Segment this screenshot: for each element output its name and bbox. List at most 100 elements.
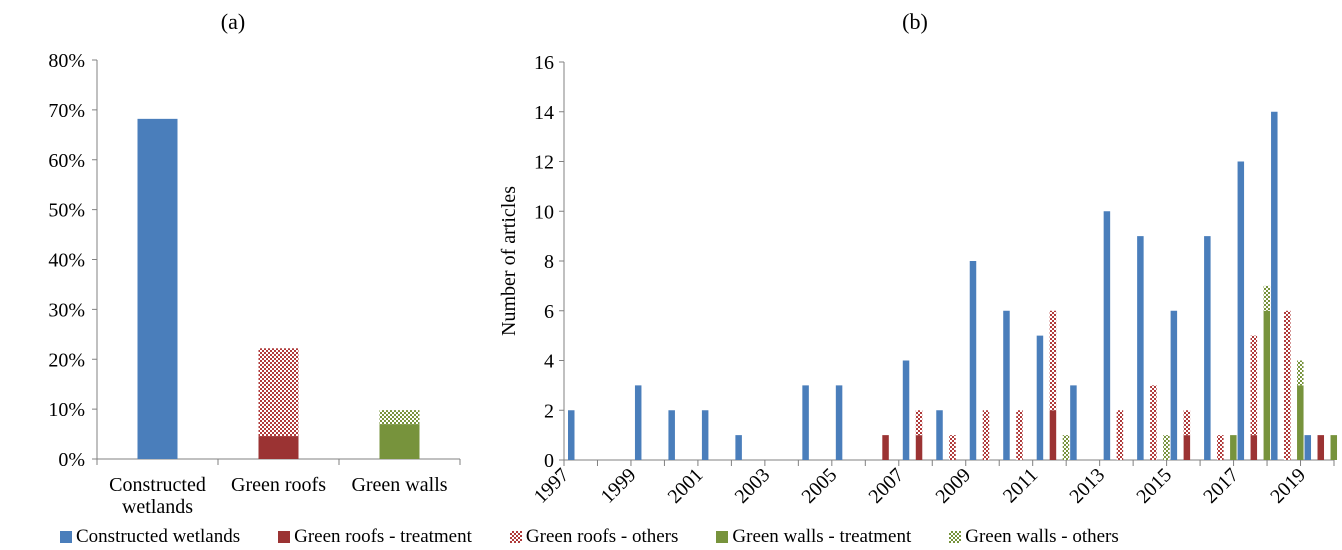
panel-a-label: (a) [221,9,245,34]
panel-b-bar-cw [1070,385,1077,460]
panel-b-bar-cw [735,435,742,460]
panel-b-ytick-label: 14 [534,102,554,124]
panel-b-bar-cw [634,385,642,460]
panel-b-bar-cw [701,410,709,460]
panel-b-xtick-label: 1997 [530,464,574,508]
panel-b-bar-gwt [1330,435,1338,460]
panel-b-label: (b) [902,9,928,34]
legend-item-green-walls-others: Green walls - others [949,526,1119,548]
panel-b-ytick-label: 0 [544,450,554,472]
panel-a-ytick-label: 60% [48,150,85,172]
panel-b-bar-gwt [1230,435,1237,460]
panel-a-category-label: Green walls [351,474,447,496]
panel-b-bar-gro [1250,335,1258,436]
panel-b-xtick-label: 2007 [864,464,908,508]
legend-label-green-roofs-treatment: Green roofs - treatment [294,526,472,547]
panel-b-bar-gro [915,410,923,436]
chart-panel-a: (a) 0% 10% 20% 30% 40% 50% 60% 70% 80% Constructed… [48,9,461,518]
panel-b-y-axis-title: Number of articles [498,186,520,336]
panel-b-bar-gro [1150,385,1157,460]
panel-a-category-label: wetlands [122,496,193,518]
panel-b-bar-cw [1304,435,1312,460]
panel-b-bar-cw [668,410,675,460]
legend-item-green-roofs-treatment: Green roofs - treatment [278,526,472,548]
panel-b-bar-gwt [1297,385,1304,460]
legend-swatch-green-walls-treatment [716,531,729,543]
panel-b-bar-cw [1003,310,1010,460]
panel-b-bar-gro [1016,410,1023,460]
panel-b-ytick-label: 12 [534,152,554,174]
panel-b-bar-gwt [1263,310,1271,460]
panel-b-xtick-label: 2009 [931,464,975,508]
legend-label-green-roofs-others: Green roofs - others [525,526,679,547]
legend-label-green-walls-others: Green walls - others [965,526,1119,547]
legend-swatch-green-walls-others [949,531,962,543]
panel-b-bar-grt [1049,410,1057,460]
panel-b-bar-gwo [1263,285,1271,311]
panel-b-ytick-label: 8 [544,251,554,273]
panel-b-bar-cw [1204,236,1211,460]
panel-b-bar-cw [1103,211,1111,460]
legend-item-green-roofs-others: Green roofs - others [509,526,679,548]
panel-b-bar-cw [936,410,943,460]
panel-b-xtick-label: 2011 [999,464,1042,507]
panel-b-bar-gwo [1297,360,1304,386]
panel-b-bar-cw [568,410,575,460]
legend-label-green-walls-treatment: Green walls - treatment [732,526,912,547]
panel-b-xtick-label: 1999 [597,464,641,508]
panel-b-bar-cw [1271,111,1278,460]
panel-b-xtick-label: 2015 [1132,464,1176,508]
chart-panel-b: (b) Number of articles 0 2 4 6 8 10 12 14 16 1997 19… [498,9,1338,508]
panel-a-ytick-label: 80% [48,50,85,72]
panel-b-bar-grt [915,435,923,460]
panel-b-bar-grt [882,435,889,460]
panel-b-bar-cw [902,360,910,460]
panel-b-xtick-label: 2003 [731,464,775,508]
panel-a-bar-gro [258,348,299,437]
legend-item-green-walls-treatment: Green walls - treatment [716,526,911,548]
panel-b-ytick-label: 2 [544,400,554,422]
panel-b-bar-cw [1237,161,1245,460]
panel-b-bar-cw [1170,310,1178,460]
panel-b-bar-gro [1116,410,1124,460]
panel-b-bar-cw [802,385,809,460]
panel-b-bar-grt [1317,435,1325,460]
panel-a-ytick-label: 30% [48,299,85,321]
panel-b-bar-gwo [1062,435,1070,460]
panel-b-xtick-label: 2019 [1266,464,1310,508]
panel-b-xtick-label: 2005 [798,464,842,508]
panel-b-bar-gwo [1163,435,1170,460]
legend-swatch-green-roofs-others [509,531,522,543]
panel-b-bar-gro [1217,435,1224,460]
panel-b-ytick-label: 6 [544,301,554,323]
panel-a-ytick-label: 40% [48,250,85,272]
panel-b-bar-gro [1049,310,1057,411]
panel-b-bar-cw [835,385,843,460]
legend-item-constructed-wetlands: Constructed wetlands [60,526,240,548]
panel-a-ytick-label: 50% [48,200,85,222]
panel-a-ytick-label: 0% [58,449,85,471]
panel-b-bar-grt [1250,435,1258,460]
panel-b-ytick-label: 4 [544,351,554,373]
panel-b-bar-gro [949,435,956,460]
panel-b-bar-cw [1137,236,1144,460]
panel-a-category-label: Green roofs [231,474,326,496]
panel-a-category-label: Constructed [109,474,206,496]
panel-a-ytick-label: 70% [48,100,85,122]
panel-b-ytick-label: 10 [534,201,554,223]
panel-b-bar-gro [1183,410,1191,436]
panel-b-xtick-label: 2001 [664,464,708,508]
panel-b-bar-grt [1183,435,1191,460]
panel-a-bar-gwt [379,424,420,459]
panel-b-bar-gro [982,410,990,460]
legend-swatch-green-roofs-treatment [278,531,291,543]
legend-swatch-constructed-wetlands [60,531,72,543]
panel-a-ytick-label: 10% [48,399,85,421]
panel-a-ytick-label: 20% [48,349,85,371]
panel-b-bar-gro [1284,310,1291,460]
legend: Constructed wetlands Green roofs - treat… [60,526,1340,548]
panel-b-xtick-label: 2013 [1065,464,1109,508]
panel-a-bar-grt [258,436,299,459]
panel-a-bar-cw [137,118,178,459]
